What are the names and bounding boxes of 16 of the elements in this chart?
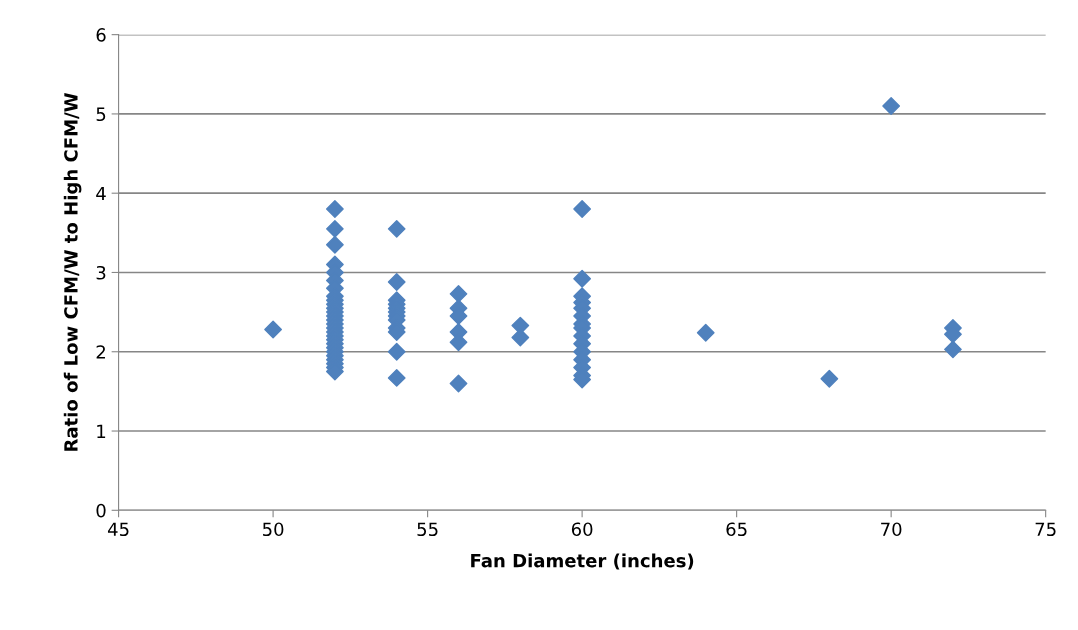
x-axis-title: Fan Diameter (inches) — [471, 553, 694, 570]
x-tick-label: 70 — [881, 522, 902, 537]
y-tick-label: 1 — [97, 424, 106, 438]
x-tick-label: 75 — [1035, 522, 1056, 537]
y-tick-label: 4 — [96, 186, 106, 201]
y-tick-label: 0 — [96, 503, 106, 518]
x-tick-label: 65 — [726, 522, 747, 537]
x-tick-label: 60 — [571, 522, 593, 537]
y-tick-label: 3 — [96, 265, 106, 280]
y-axis-title: Ratio of Low CFM/W to High CFM/W — [63, 92, 82, 451]
y-tick-label: 6 — [96, 28, 106, 42]
x-tick-label: 45 — [107, 522, 129, 537]
x-tick-label: 50 — [263, 522, 284, 537]
y-tick-label: 5 — [96, 107, 106, 122]
x-tick-label: 55 — [417, 522, 438, 537]
y-tick-label: 2 — [96, 345, 105, 359]
